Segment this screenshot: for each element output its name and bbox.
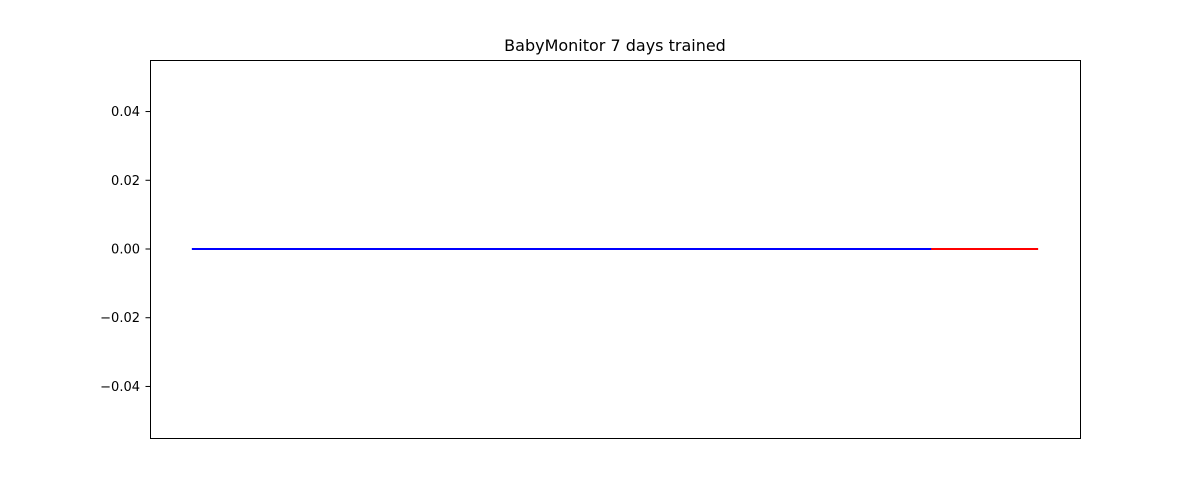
y-tick-label: 0.04 — [111, 105, 140, 120]
chart-title: BabyMonitor 7 days trained — [504, 36, 726, 55]
plot-frame — [150, 60, 1081, 439]
y-tick-label: −0.02 — [100, 311, 140, 326]
y-axis-ticks: 0.04 0.02 0.00 −0.02 −0.04 — [100, 105, 150, 395]
y-tick-label: 0.00 — [111, 243, 140, 258]
y-tick-label: 0.02 — [111, 174, 140, 189]
y-tick-label: −0.04 — [100, 380, 140, 395]
